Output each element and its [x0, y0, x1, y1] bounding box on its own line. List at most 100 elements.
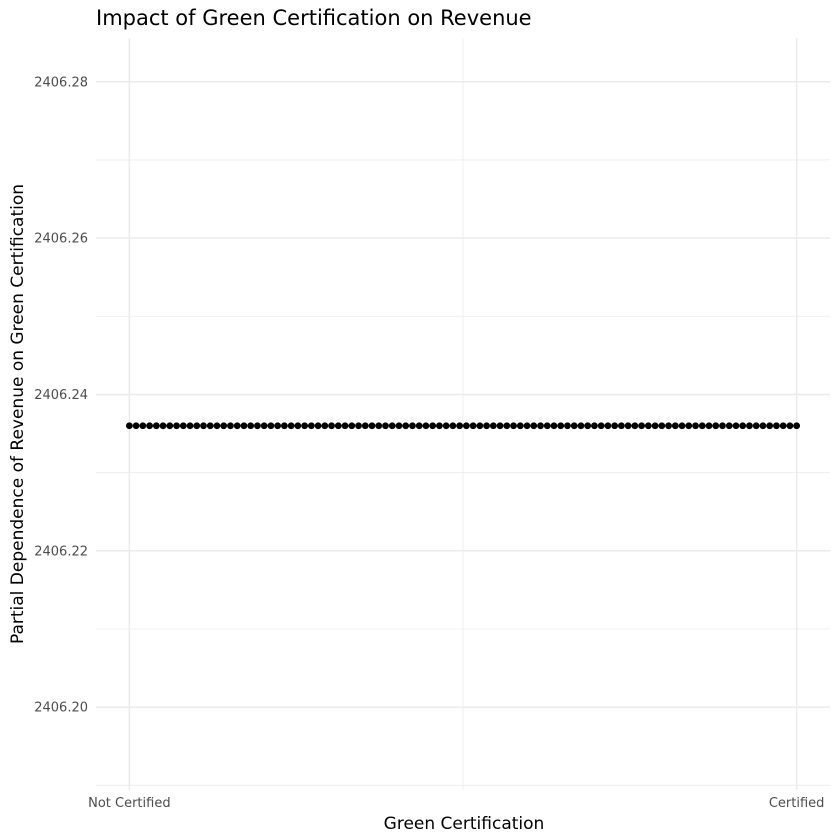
data-point: [523, 422, 531, 430]
y-tick-label: 2406.26: [34, 232, 88, 247]
data-point: [705, 422, 713, 430]
data-point: [678, 422, 686, 430]
data-point: [611, 422, 619, 430]
data-point: [368, 422, 376, 430]
y-tick-label: 2406.20: [34, 701, 88, 716]
data-point: [382, 422, 389, 430]
data-point: [564, 422, 571, 430]
data-point: [624, 422, 632, 430]
data-point: [483, 422, 490, 430]
data-point: [233, 422, 241, 430]
data-point: [436, 422, 443, 430]
data-point: [267, 422, 275, 430]
data-point: [146, 422, 153, 430]
data-point: [301, 422, 309, 430]
data-point: [658, 422, 666, 430]
data-point: [617, 422, 625, 430]
data-point: [395, 422, 403, 430]
y-tick-label: 2406.28: [34, 75, 88, 90]
data-point: [388, 422, 396, 430]
data-point: [328, 422, 335, 430]
data-point: [543, 422, 551, 430]
x-tick-label-certified: Certified: [769, 796, 825, 811]
data-point: [179, 422, 187, 430]
data-point: [671, 422, 679, 430]
data-point: [638, 422, 646, 430]
data-point: [476, 422, 484, 430]
data-point: [759, 422, 767, 430]
data-point: [786, 422, 794, 430]
data-point: [773, 422, 780, 430]
data-point: [341, 422, 349, 430]
data-point: [489, 422, 497, 430]
data-point: [442, 422, 450, 430]
data-point: [213, 422, 221, 430]
data-point: [584, 422, 592, 430]
data-point: [402, 422, 410, 430]
data-point: [557, 422, 565, 430]
data-point: [132, 422, 140, 430]
data-point: [779, 422, 787, 430]
data-point: [227, 422, 234, 430]
data-point: [739, 422, 747, 430]
data-point: [591, 422, 598, 430]
data-point: [503, 422, 511, 430]
data-point: [793, 422, 801, 430]
data-point: [321, 422, 329, 430]
data-point: [712, 422, 720, 430]
y-tick-labels: 2406.20 2406.22 2406.24 2406.26 2406.28: [34, 75, 88, 715]
data-point: [469, 422, 477, 430]
data-point: [125, 422, 133, 430]
data-point: [530, 422, 538, 430]
data-point: [725, 422, 733, 430]
data-point: [698, 422, 706, 430]
y-tick-label: 2406.22: [34, 544, 88, 559]
data-point: [166, 422, 174, 430]
data-point: [665, 422, 672, 430]
data-point: [732, 422, 740, 430]
data-point: [604, 422, 612, 430]
data-point: [206, 422, 214, 430]
data-point: [375, 422, 383, 430]
data-point: [348, 422, 356, 430]
data-point: [422, 422, 430, 430]
data-point: [429, 422, 437, 430]
points-layer: [125, 422, 801, 430]
data-point: [193, 422, 201, 430]
data-point: [692, 422, 699, 430]
data-point: [409, 422, 416, 430]
data-point: [766, 422, 774, 430]
data-point: [631, 422, 639, 430]
data-point: [510, 422, 517, 430]
data-point: [719, 422, 726, 430]
data-point: [240, 422, 248, 430]
data-point: [139, 422, 147, 430]
data-point: [449, 422, 457, 430]
data-point: [550, 422, 558, 430]
data-point: [361, 422, 369, 430]
x-tick-labels: Not Certified Certified: [88, 796, 824, 811]
data-point: [456, 422, 464, 430]
data-point: [651, 422, 659, 430]
data-point: [287, 422, 295, 430]
data-point: [314, 422, 322, 430]
data-point: [260, 422, 268, 430]
data-point: [173, 422, 180, 430]
data-point: [496, 422, 504, 430]
data-point: [355, 422, 362, 430]
data-point: [415, 422, 423, 430]
chart-title: Impact of Green Certification on Revenue: [96, 6, 532, 30]
data-point: [746, 422, 753, 430]
data-point: [294, 422, 302, 430]
x-tick-label-not-certified: Not Certified: [88, 796, 170, 811]
data-point: [644, 422, 652, 430]
data-point: [280, 422, 288, 430]
data-point: [462, 422, 470, 430]
data-point: [516, 422, 524, 430]
data-point: [334, 422, 342, 430]
grid-layer: [96, 38, 830, 790]
data-point: [577, 422, 585, 430]
